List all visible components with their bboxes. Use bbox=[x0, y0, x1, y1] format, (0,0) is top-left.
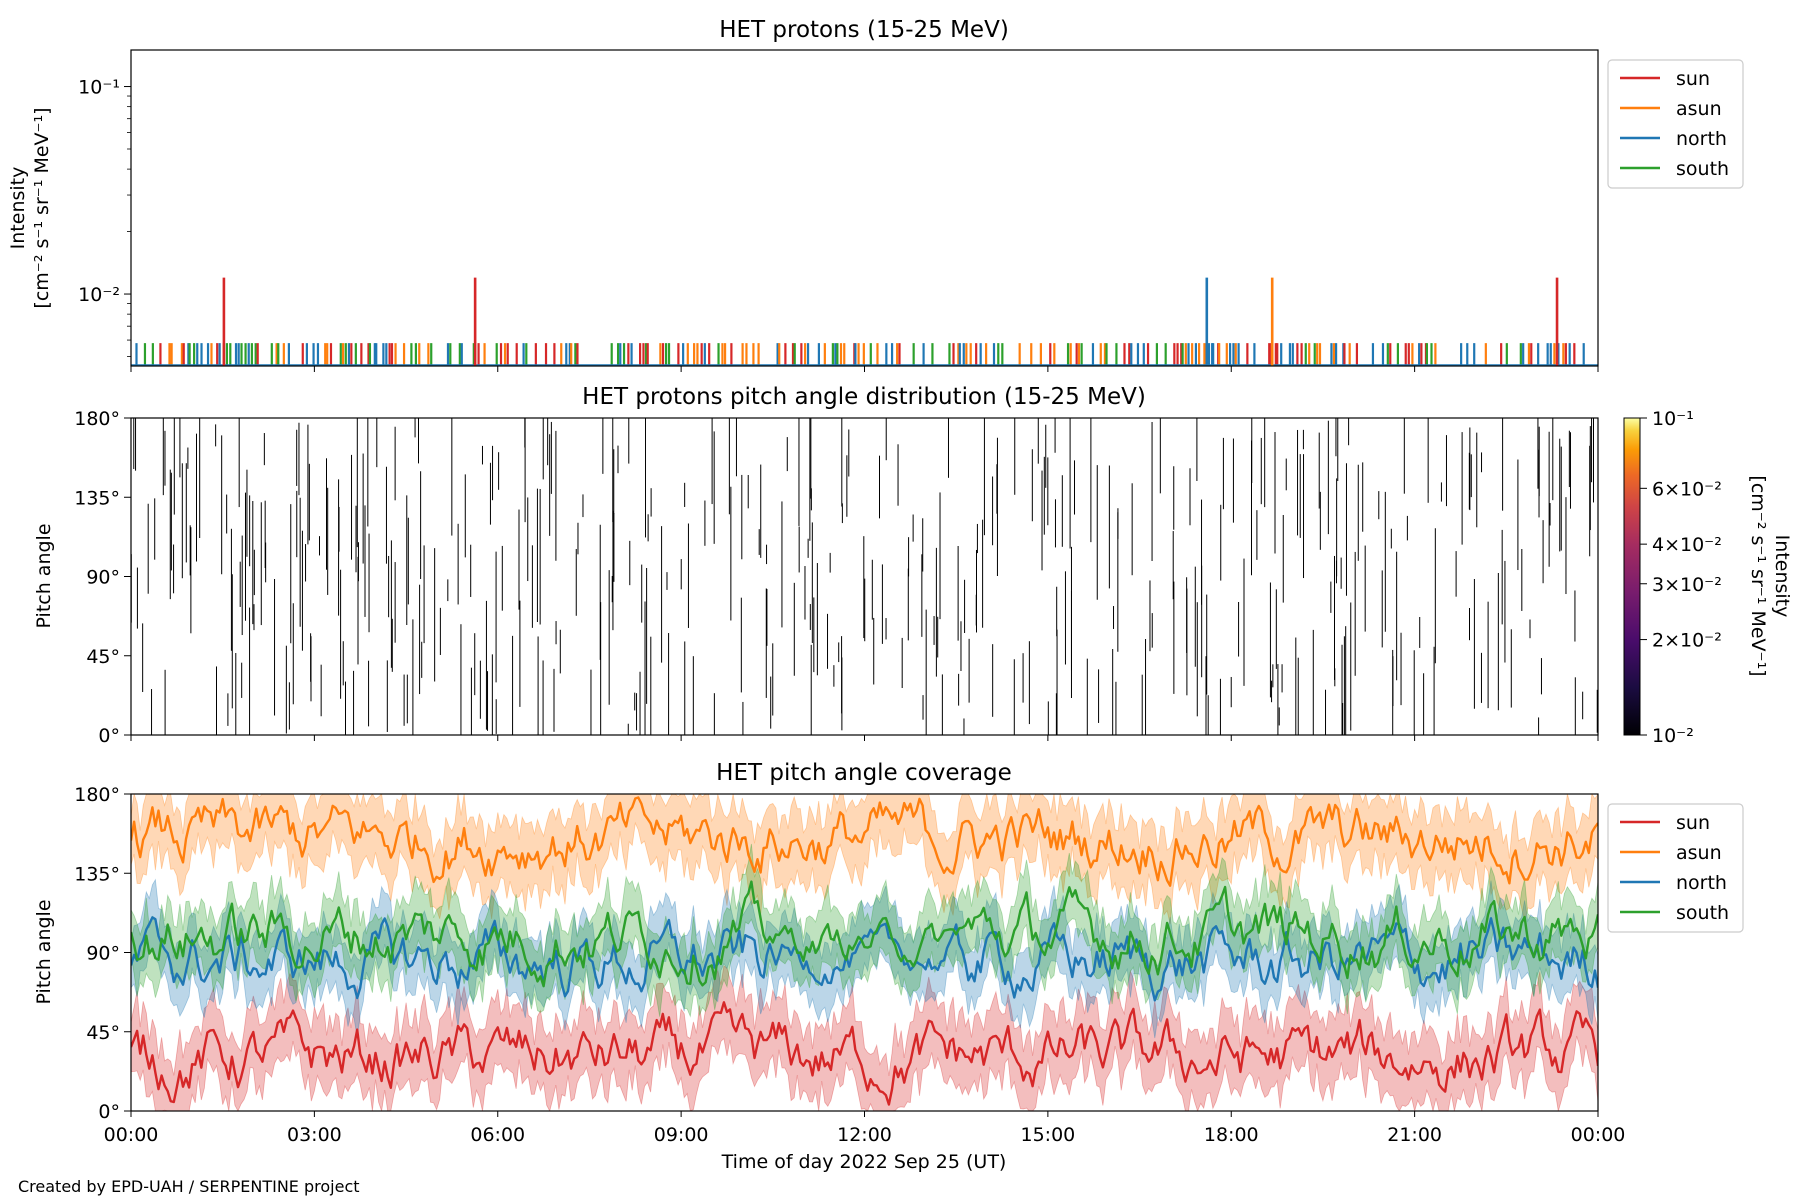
x-tick-label: 03:00 bbox=[287, 1124, 342, 1146]
y-tick-label: 0° bbox=[98, 1101, 120, 1123]
band-asun bbox=[131, 794, 1598, 924]
colorbar-label-line1: Intensity bbox=[1771, 535, 1793, 618]
colorbar-tick-label: 6×10⁻² bbox=[1652, 478, 1722, 500]
x-tick-label: 15:00 bbox=[1020, 1124, 1075, 1146]
line-sun bbox=[131, 1001, 1598, 1106]
legend-label-south: south bbox=[1676, 902, 1729, 924]
y-tick-label: 180° bbox=[74, 408, 120, 430]
colorbar-label-line2: [cm⁻² s⁻¹ sr⁻¹ MeV⁻¹] bbox=[1747, 475, 1769, 676]
intensity-plot-area bbox=[131, 277, 1598, 366]
x-tick-label: 00:00 bbox=[1571, 1124, 1626, 1146]
y-tick-label: 45° bbox=[86, 1022, 120, 1044]
intensity-ylabel-line2: [cm⁻² s⁻¹ sr⁻¹ MeV⁻¹] bbox=[31, 107, 53, 308]
footer-credit: Created by EPD-UAH / SERPENTINE project bbox=[18, 1177, 360, 1196]
colorbar-ticks: 10⁻¹ 6×10⁻² 4×10⁻² 3×10⁻² 2×10⁻² 10⁻² bbox=[1640, 408, 1722, 747]
y-tick-label: 45° bbox=[86, 646, 120, 668]
coverage-y-ticks: 0° 45° 90° 135° 180° bbox=[74, 784, 131, 1123]
y-tick-label: 0° bbox=[98, 725, 120, 747]
legend-box bbox=[1607, 59, 1744, 189]
y-tick-label: 10⁻¹ bbox=[78, 77, 120, 99]
line-asun bbox=[131, 796, 1598, 887]
intensity-title: HET protons (15-25 MeV) bbox=[719, 17, 1009, 43]
coverage-xlabel: Time of day 2022 Sep 25 (UT) bbox=[721, 1151, 1007, 1173]
pad-title: HET protons pitch angle distribution (15… bbox=[582, 384, 1146, 410]
intensity-ylabel-line1: Intensity bbox=[7, 167, 29, 250]
legend-label-north: north bbox=[1676, 128, 1727, 150]
y-tick-label: 90° bbox=[86, 943, 120, 965]
y-tick-label: 135° bbox=[74, 487, 120, 509]
intensity-y-ticks: 10⁻¹ 10⁻² bbox=[78, 77, 131, 357]
coverage-title: HET pitch angle coverage bbox=[716, 760, 1012, 786]
colorbar-tick-label: 10⁻¹ bbox=[1652, 408, 1694, 430]
legend-label-north: north bbox=[1676, 872, 1727, 894]
legend-label-sun: sun bbox=[1676, 68, 1710, 90]
coverage-plot-area bbox=[131, 794, 1598, 1111]
time-axis-ticks: 00:00 03:00 06:00 09:00 12:00 15:00 18:00 21:00… bbox=[104, 366, 1626, 1146]
colorbar-tick-label: 10⁻² bbox=[1652, 725, 1694, 747]
y-tick-label: 180° bbox=[74, 784, 120, 806]
y-tick-label: 10⁻² bbox=[78, 284, 120, 306]
intensity-frame bbox=[130, 49, 1599, 367]
legend-label-south: south bbox=[1676, 158, 1729, 180]
colorbar-tick-label: 3×10⁻² bbox=[1652, 574, 1722, 596]
colorbar-tick-label: 4×10⁻² bbox=[1652, 534, 1722, 556]
line-south bbox=[131, 880, 1598, 988]
coverage-panel: HET pitch angle coverage 0° 45° 90° 135° 180… bbox=[33, 760, 1744, 1173]
pad-plot-area bbox=[130, 418, 1598, 735]
intensity-legend: sun asun north south bbox=[1607, 59, 1744, 189]
y-tick-label: 135° bbox=[74, 863, 120, 885]
x-tick-label: 06:00 bbox=[470, 1124, 525, 1146]
pad-ylabel: Pitch angle bbox=[33, 523, 55, 628]
y-tick-label: 90° bbox=[86, 567, 120, 589]
x-tick-label: 21:00 bbox=[1387, 1124, 1442, 1146]
pad-y-ticks: 0° 45° 90° 135° 180° bbox=[74, 408, 131, 747]
legend-label-asun: asun bbox=[1676, 98, 1722, 120]
legend-label-sun: sun bbox=[1676, 812, 1710, 834]
x-tick-label: 00:00 bbox=[104, 1124, 159, 1146]
legend-label-asun: asun bbox=[1676, 842, 1722, 864]
coverage-ylabel: Pitch angle bbox=[33, 899, 55, 1004]
legend-box bbox=[1607, 803, 1744, 933]
colorbar-tick-label: 2×10⁻² bbox=[1652, 630, 1722, 652]
x-tick-label: 12:00 bbox=[837, 1124, 892, 1146]
pad-panel: HET protons pitch angle distribution (15… bbox=[33, 384, 1793, 747]
colorbar bbox=[1623, 417, 1641, 736]
x-tick-label: 18:00 bbox=[1204, 1124, 1259, 1146]
intensity-panel: HET protons (15-25 MeV) 10⁻¹ 10⁻² Intensi… bbox=[7, 17, 1744, 367]
band-south bbox=[131, 843, 1598, 1018]
coverage-legend: sun asun north south bbox=[1607, 803, 1744, 933]
band-sun bbox=[131, 965, 1598, 1111]
x-tick-label: 09:00 bbox=[654, 1124, 709, 1146]
